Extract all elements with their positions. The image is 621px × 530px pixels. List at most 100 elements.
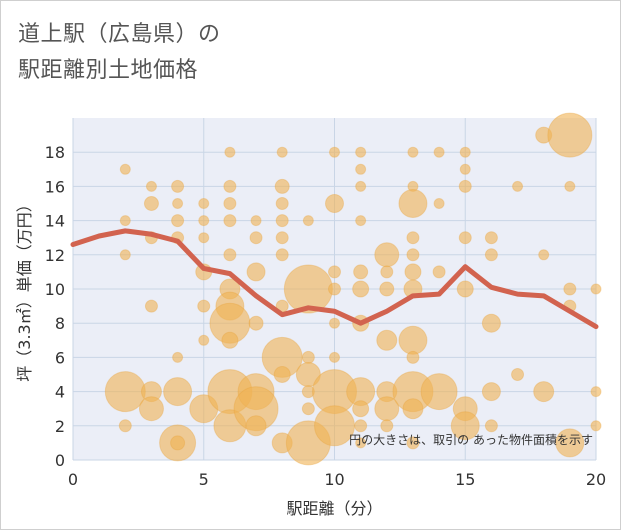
data-bubble: [420, 373, 458, 411]
data-bubble: [171, 179, 185, 193]
data-bubble: [380, 419, 394, 433]
data-bubble: [406, 231, 420, 245]
data-bubble: [547, 112, 593, 158]
trend-line: [70, 228, 599, 330]
data-bubble: [590, 420, 602, 432]
data-bubble: [355, 146, 367, 158]
x-tick-label: 0: [68, 470, 78, 489]
chart-title-line2: 駅距離別土地価格: [18, 58, 199, 83]
data-bubble: [171, 214, 185, 228]
data-bubble: [481, 382, 501, 402]
data-bubble: [245, 415, 267, 437]
data-bubble: [197, 299, 211, 313]
axis-ticks: 0 5 10 15 20 0 2 4 6 8 10 12 14 16 18: [45, 143, 607, 489]
data-bubble: [329, 146, 340, 158]
data-bubble: [246, 262, 266, 282]
data-bubble: [459, 146, 471, 158]
data-bubble: [406, 350, 420, 364]
data-bubble: [433, 146, 445, 158]
data-bubble: [223, 197, 237, 210]
data-bubble: [512, 180, 524, 192]
data-bubble: [170, 435, 186, 451]
data-bubble: [459, 163, 471, 175]
data-bubble: [143, 196, 159, 211]
x-tick-label: 20: [586, 470, 606, 489]
data-bubble: [275, 214, 289, 228]
data-bubble: [301, 402, 315, 416]
data-bubble: [249, 231, 263, 245]
data-bubble: [223, 214, 237, 228]
data-bubble: [163, 377, 193, 407]
data-bubble: [138, 396, 164, 422]
data-bubble: [563, 282, 577, 296]
data-bubble: [555, 428, 585, 458]
data-bubble: [432, 265, 446, 279]
data-bubble: [404, 263, 422, 281]
data-bubble: [172, 351, 184, 363]
data-bubble: [248, 315, 264, 331]
data-bubble: [275, 197, 289, 210]
data-bubble: [221, 331, 239, 349]
y-tick-label: 6: [55, 348, 65, 367]
data-bubble: [533, 381, 555, 403]
data-bubble: [402, 398, 424, 420]
data-bubble: [354, 419, 368, 433]
data-bubble: [376, 329, 398, 351]
data-bubble: [484, 419, 498, 433]
data-bubble: [374, 242, 400, 268]
data-bubble: [275, 231, 289, 245]
y-tick-label: 14: [45, 212, 65, 231]
y-tick-label: 18: [45, 143, 65, 162]
data-bubble: [314, 405, 355, 447]
data-bubble: [224, 146, 236, 158]
data-bubble: [325, 194, 344, 213]
data-bubble: [119, 163, 131, 175]
data-bubble: [355, 180, 367, 192]
x-tick-label: 10: [324, 470, 344, 489]
data-bubble: [450, 411, 480, 441]
data-bubble: [223, 248, 237, 262]
data-bubble: [118, 419, 132, 433]
data-bubble: [379, 281, 395, 297]
y-tick-label: 12: [45, 246, 65, 265]
data-bubble: [511, 368, 525, 381]
data-bubble: [145, 180, 157, 192]
x-tick-label: 15: [455, 470, 475, 489]
data-bubble: [353, 264, 369, 280]
data-bubble: [328, 265, 341, 279]
data-bubble: [355, 437, 367, 449]
data-bubble: [590, 283, 602, 295]
data-bubble: [407, 146, 419, 158]
data-bubble: [302, 215, 314, 227]
y-tick-label: 2: [55, 417, 65, 436]
data-bubble: [329, 317, 340, 329]
data-bubble: [406, 436, 420, 450]
data-bubble: [328, 282, 341, 296]
data-bubble: [564, 180, 576, 192]
bubble-series: [104, 112, 602, 466]
data-bubble: [456, 280, 474, 298]
chart-title-line1: 道上駅（広島県）の: [18, 22, 221, 47]
y-axis-label: 坪（3.3㎡）単価（万円）: [15, 196, 34, 381]
data-bubble: [273, 366, 291, 383]
y-tick-label: 8: [55, 314, 65, 333]
data-bubble: [276, 146, 288, 158]
data-bubble: [355, 215, 367, 227]
data-bubble: [198, 232, 210, 244]
trend-line-layer: [70, 228, 599, 330]
data-bubble: [301, 350, 315, 364]
y-tick-label: 4: [55, 383, 65, 402]
data-bubble: [352, 280, 370, 298]
data-bubble: [144, 299, 158, 313]
data-bubble: [484, 231, 498, 245]
size-note: 円の大きさは、取引の あった物件面積を示す: [349, 432, 593, 447]
data-bubble: [104, 371, 146, 413]
y-tick-label: 16: [45, 177, 65, 196]
data-bubble: [172, 198, 184, 209]
x-tick-label: 5: [199, 470, 209, 489]
data-bubble: [458, 231, 472, 245]
data-bubble: [329, 351, 340, 363]
data-bubble: [538, 249, 550, 261]
data-bubble: [198, 215, 210, 227]
